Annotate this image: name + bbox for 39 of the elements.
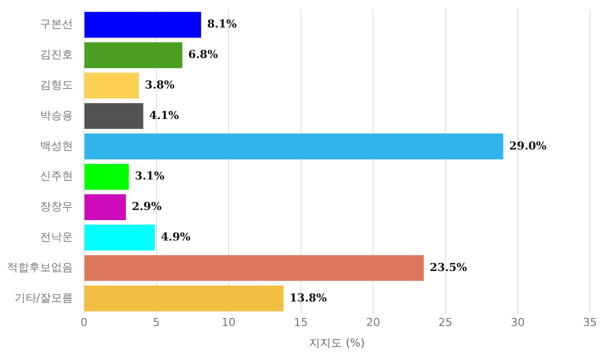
data-label: 3.1% xyxy=(134,170,165,183)
data-label: 13.8% xyxy=(290,291,328,304)
bar xyxy=(84,194,126,220)
bar xyxy=(84,133,504,160)
x-tick-label: 15 xyxy=(294,316,308,330)
bar xyxy=(84,285,284,312)
y-tick-label: 백성현 xyxy=(40,139,73,152)
x-tick-label: 30 xyxy=(510,316,525,330)
data-label: 4.9% xyxy=(160,230,191,244)
y-tick-label: 적합후보없음 xyxy=(7,260,73,274)
y-tick-label: 신주현 xyxy=(40,170,73,183)
x-tick-label: 20 xyxy=(366,316,380,330)
y-tick-label: 김진호 xyxy=(40,48,73,62)
y-tick-label: 기타/잘모름 xyxy=(14,291,73,304)
bar xyxy=(84,42,182,68)
data-label: 6.8% xyxy=(188,48,218,62)
x-tick-label: 0 xyxy=(80,316,88,330)
y-tick-label: 장창우 xyxy=(40,200,73,214)
bar xyxy=(84,12,202,38)
bar xyxy=(84,255,424,281)
x-tick-label: 35 xyxy=(583,316,597,330)
y-tick-label: 김형도 xyxy=(40,78,73,92)
bar xyxy=(84,103,144,129)
data-label: 8.1% xyxy=(207,18,238,31)
y-tick-label: 박승용 xyxy=(40,108,73,122)
bar xyxy=(84,164,129,190)
data-label: 29.0% xyxy=(509,139,548,152)
data-label: 4.1% xyxy=(149,108,180,122)
bar xyxy=(84,72,139,99)
data-label: 23.5% xyxy=(430,260,468,274)
data-label: 3.8% xyxy=(144,78,176,92)
x-tick-label: 5 xyxy=(152,316,160,330)
x-tick-label: 10 xyxy=(222,316,236,330)
y-tick-label: 전낙운 xyxy=(40,230,73,244)
x-tick-label: 25 xyxy=(438,316,452,330)
bar xyxy=(84,224,155,251)
data-label: 2.9% xyxy=(132,200,162,214)
x-axis-title: 지지도 (%) xyxy=(309,336,365,350)
y-tick-label: 구본선 xyxy=(40,18,73,31)
